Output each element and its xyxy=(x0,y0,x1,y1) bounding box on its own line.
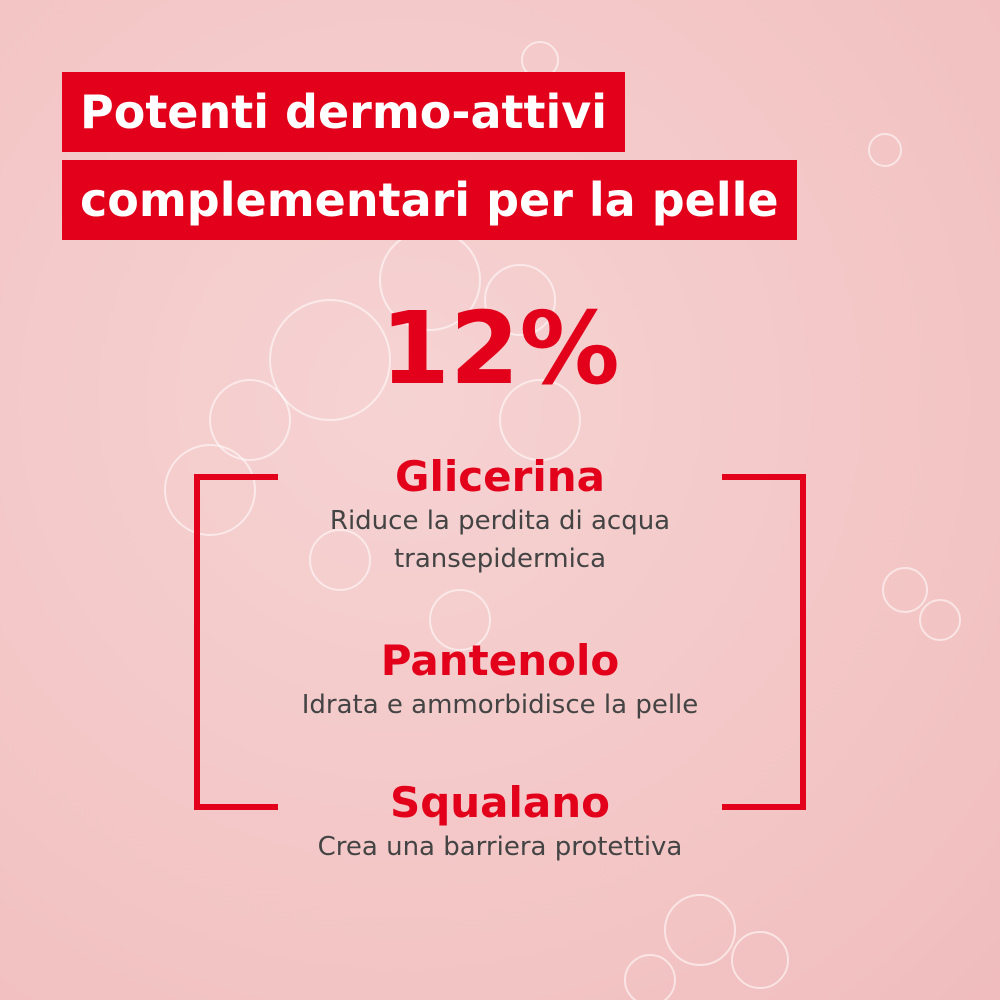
ingredient-name: Pantenolo xyxy=(380,636,620,685)
title-line: complementari per la pelle xyxy=(62,160,797,240)
ingredient-name: Squalano xyxy=(389,778,611,827)
ingredient-description: Idrata e ammorbidisce la pelle xyxy=(301,690,699,720)
ingredient: Glicerina Riduce la perdita di acqua tra… xyxy=(0,452,1000,578)
ingredient-description: Crea una barriera protettiva xyxy=(317,832,683,862)
ingredient-description: transepidermica xyxy=(393,544,607,574)
title-line: Potenti dermo-attivi xyxy=(62,72,626,152)
highlight: 12% xyxy=(380,290,620,407)
ingredient-name: Glicerina xyxy=(395,452,605,501)
ingredient: Squalano Crea una barriera protettiva xyxy=(0,778,1000,866)
ingredient-description: Riduce la perdita di acqua xyxy=(329,506,671,536)
ingredient: Pantenolo Idrata e ammorbidisce la pelle xyxy=(0,636,1000,724)
